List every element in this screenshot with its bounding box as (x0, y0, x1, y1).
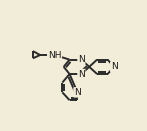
Text: N: N (74, 88, 81, 97)
Text: N: N (111, 62, 117, 71)
Text: N: N (78, 70, 85, 78)
Text: NH: NH (48, 51, 61, 59)
Text: N: N (78, 55, 85, 64)
